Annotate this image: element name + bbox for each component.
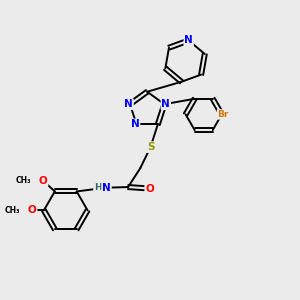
Text: O: O	[145, 184, 154, 194]
Text: H: H	[94, 182, 102, 191]
Text: N: N	[161, 99, 170, 109]
Text: O: O	[28, 206, 37, 215]
Text: O: O	[39, 176, 47, 186]
Text: N: N	[124, 99, 133, 109]
Text: N: N	[102, 183, 111, 193]
Text: N: N	[131, 119, 140, 129]
Text: N: N	[184, 35, 193, 46]
Text: CH₃: CH₃	[5, 206, 21, 215]
Text: CH₃: CH₃	[16, 176, 32, 185]
Text: Br: Br	[218, 110, 229, 119]
Text: S: S	[147, 142, 154, 152]
